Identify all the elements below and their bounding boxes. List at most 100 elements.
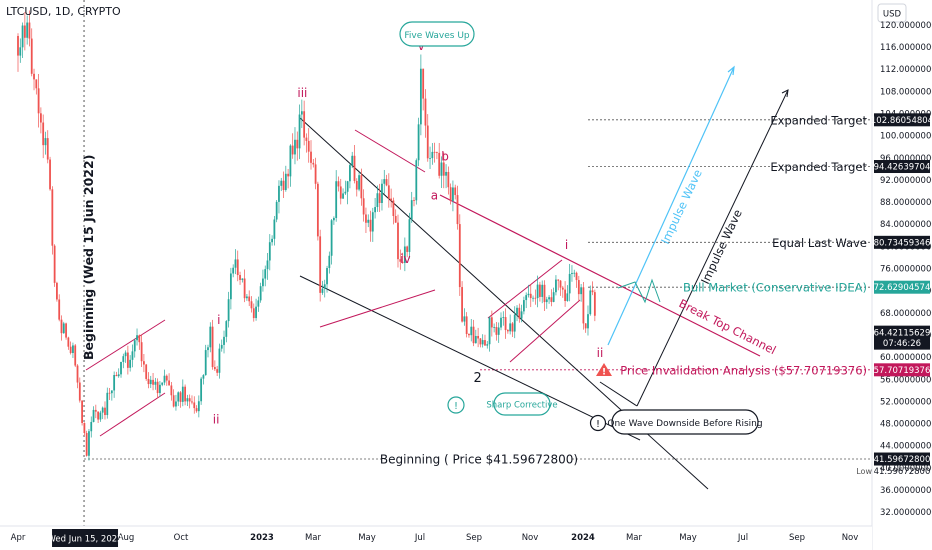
candle-body [246,296,248,299]
invalidation-badge-label: 57.70719376 [874,366,931,376]
candle-body [399,259,402,262]
price-tick-label: 84.00000000 [880,220,932,230]
time-axis[interactable] [0,526,872,550]
bull-wave-sketch [617,278,661,304]
candle-body [458,224,461,288]
candle-body [461,287,463,322]
candle-body [426,125,429,159]
candle-body [126,352,129,368]
candle-body [156,381,159,394]
candle-body [42,122,45,146]
callout-one-wave-downside-label: One Wave Downside Before Rising [607,419,762,429]
candle-body [145,364,148,379]
candle-body [506,330,509,332]
candle-body [545,299,548,303]
candle-body [376,193,379,208]
leading-diagonal-top [85,319,166,371]
candle-body [284,173,287,191]
target-level-badge-label: 102.86054804 [871,116,932,126]
candle-body [374,207,376,213]
candle-body [580,287,583,295]
candle-body [477,335,480,339]
candle-body [397,222,399,260]
candle-body [488,317,491,345]
candle-body [58,299,61,320]
candle-body [321,288,324,293]
candle-body [239,275,241,280]
candle-body [413,200,415,201]
candle-body [362,198,365,215]
candle-body [303,111,306,138]
candle-body [408,219,411,252]
candle-body [273,219,276,239]
candle-body [236,259,239,276]
candle-body [90,421,93,432]
candle-body [53,245,56,283]
candle-body [225,321,228,337]
candle-body [438,152,441,176]
candle-body [115,375,118,377]
candle-body [223,336,225,345]
candle-body [197,401,200,412]
candle-body [342,193,344,199]
cyan-arrowhead [727,65,735,76]
candle-body [360,175,363,199]
candle-body [584,323,587,329]
candle-body [88,431,90,456]
candle-body [392,200,395,217]
candle-body [591,290,594,293]
candle-body [513,314,516,332]
candle-body [101,407,104,413]
channel-lower-line [299,275,641,441]
candle-body [497,327,500,335]
callout-five-waves-up-label: Five Waves Up [404,31,470,41]
candle-body [481,340,484,345]
candle-body [298,114,301,149]
candle-body [406,246,409,252]
wave-label: ii [213,413,220,427]
candle-body [129,359,132,368]
candle-body [106,392,109,416]
currency-badge[interactable] [877,3,907,23]
candle-body [410,200,413,220]
candle-body [335,181,338,218]
candle-body [486,344,489,346]
price-tick-label: 120.00000000 [880,21,932,31]
price-tick-label: 108.00000000 [880,87,932,97]
candle-body [234,259,237,268]
price-tick-label: 36.00000000 [880,486,932,496]
candle-body [520,311,523,319]
candle-body [138,335,141,343]
candle-body [154,381,157,385]
candle-body [51,189,54,246]
candle-body [181,386,184,402]
candle-body [463,316,466,322]
price-tick-label: 60.00000000 [880,353,932,363]
candle-body [65,323,67,338]
candle-body [339,186,342,199]
wave-label: b [441,150,449,164]
candle-body [474,335,477,344]
candle-body [184,386,187,402]
candle-body [186,398,189,402]
candle-body [468,333,470,336]
candle-body [332,217,335,221]
candle-body [577,280,580,295]
candle-body [26,22,29,38]
candle-body [300,111,303,115]
candle-body [518,307,521,319]
candle-body [159,384,161,394]
candle-body [229,273,232,300]
candle-body [502,317,505,318]
ending-channel-top [487,259,563,319]
candle-body [241,278,244,280]
lightbulb-icon-dark [589,414,607,432]
low-level-label-bg [388,450,570,469]
candle-body [39,113,42,123]
candle-body [424,98,427,126]
candle-body [131,351,134,360]
candle-body [587,314,589,329]
candle-body [525,295,528,301]
